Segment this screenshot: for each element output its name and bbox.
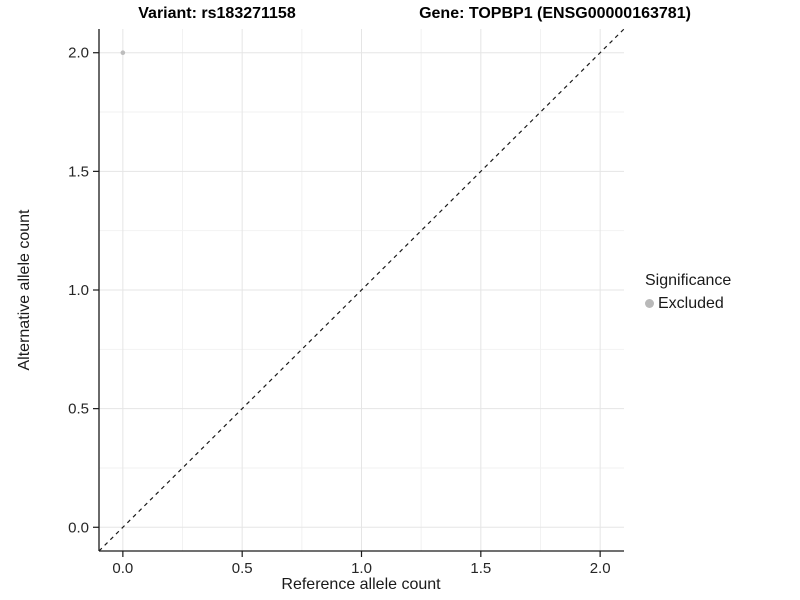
gene-title: Gene: TOPBP1 (ENSG00000163781) [419,5,691,22]
y-tick-label: 2.0 [68,45,89,62]
x-tick-label: 2.0 [590,560,611,577]
variant-title: Variant: rs183271158 [138,5,296,22]
y-tick-label: 0.5 [68,401,89,418]
y-tick-label: 0.0 [68,519,89,536]
excluded-point-icon [645,299,654,308]
y-axis-title: Alternative allele count [16,209,33,371]
legend: Significance Excluded [645,271,731,313]
y-tick-label: 1.0 [68,282,89,299]
data-point [120,50,126,56]
legend-item-excluded: Excluded [645,294,731,313]
x-tick-label: 1.0 [351,560,372,577]
x-tick-label: 1.5 [470,560,491,577]
identity-line [98,28,625,552]
y-tick-label: 1.5 [68,163,89,180]
legend-item-label: Excluded [658,295,724,312]
x-axis-title: Reference allele count [281,576,441,593]
x-tick-label: 0.0 [112,560,133,577]
legend-title: Significance [645,272,732,289]
x-tick-label: 0.5 [232,560,253,577]
